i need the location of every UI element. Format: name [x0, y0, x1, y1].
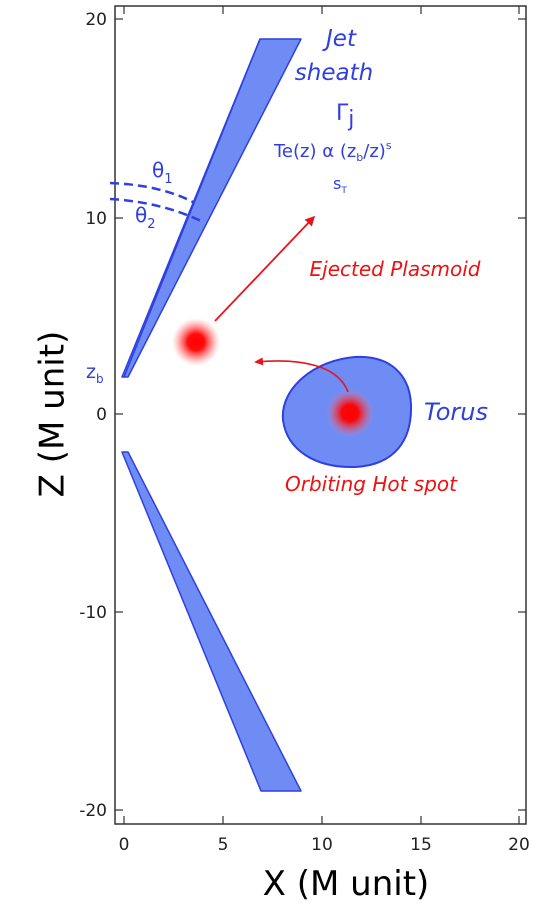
ejected-plasmoid-blob: [172, 318, 220, 366]
y-tick-label-10: 10: [85, 209, 107, 229]
orbiting-hot-spot-blob: [326, 389, 374, 437]
theta2-label: θ2: [135, 203, 156, 232]
y-tick-label-20: 20: [85, 10, 107, 30]
orbiting-hot-spot-label: Orbiting Hot spot: [285, 472, 458, 496]
upper-jet-inner-edge: [123, 38, 261, 378]
y-ticks: [115, 18, 526, 811]
y-axis-title: Z (M unit): [33, 331, 73, 498]
theta1-arc: [109, 181, 194, 204]
torus-label: Torus: [424, 398, 488, 426]
orbit-arrow: [254, 357, 349, 393]
s-t-label: sT: [333, 174, 347, 196]
x-tick-label-10: 10: [311, 835, 333, 855]
temperature-law-label: Te(z) α (zb/z)s: [273, 139, 392, 164]
plot-frame: [114, 5, 527, 825]
x-tick-label-0: 0: [119, 835, 130, 855]
y-tick-label-minus20: -20: [79, 801, 107, 821]
x-axis-title: X (M unit): [263, 864, 430, 904]
x-tick-label-20: 20: [508, 835, 530, 855]
y-tick-label-0: 0: [96, 405, 107, 425]
zb-label: zb: [86, 361, 104, 386]
ejection-arrow: [214, 215, 316, 322]
y-tick-label-minus10: -10: [79, 603, 107, 623]
x-tick-label-15: 15: [410, 835, 432, 855]
ejected-plasmoid-label: Ejected Plasmoid: [310, 257, 481, 281]
theta2-arc: [109, 197, 204, 224]
theta1-label: θ1: [152, 158, 173, 187]
jet-label: Jet: [322, 26, 357, 52]
sheath-label: sheath: [295, 60, 373, 86]
x-tick-label-5: 5: [218, 835, 229, 855]
lower-jet-sheath: [121, 451, 302, 792]
gamma-label: Γj: [336, 101, 354, 132]
x-ticks: [123, 6, 520, 824]
